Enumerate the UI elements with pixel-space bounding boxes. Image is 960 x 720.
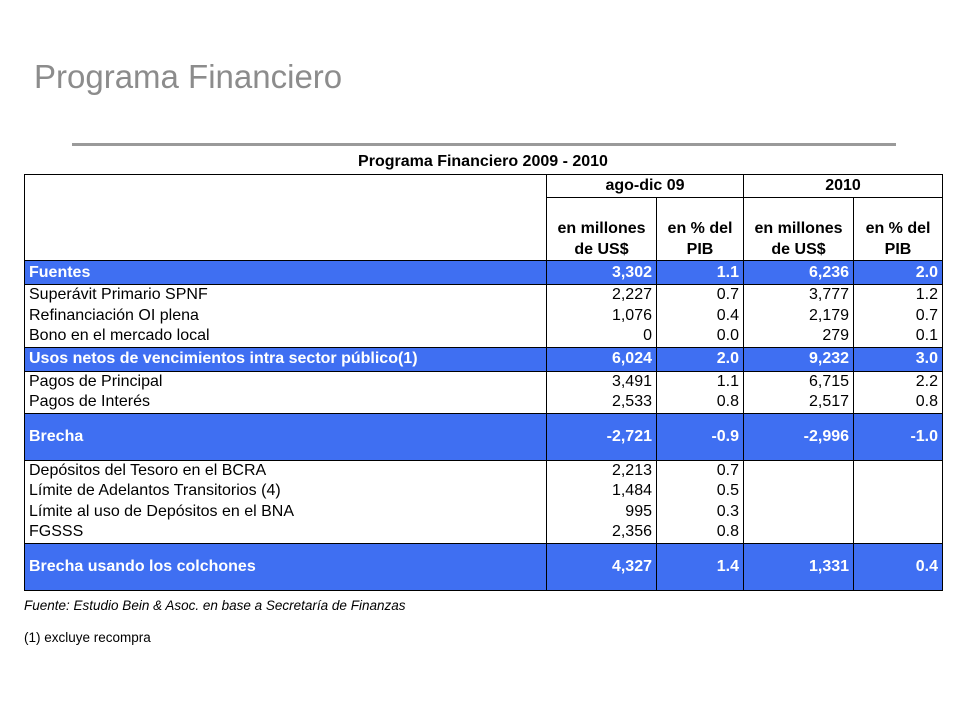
cell-value: 0.7	[655, 284, 745, 306]
cell-value: 6,236	[743, 260, 855, 285]
row-label: Superávit Primario SPNF	[24, 284, 547, 306]
cell-value: 0.3	[655, 501, 745, 522]
table-row: Límite de Adelantos Transitorios (4) 1,4…	[24, 481, 944, 502]
cell-value: 0.7	[655, 460, 745, 481]
cell-value: 2,356	[546, 522, 657, 543]
cell-value: 0.8	[655, 522, 745, 543]
row-label: Pagos de Principal	[24, 371, 547, 392]
row-label: Refinanciación OI plena	[24, 305, 547, 326]
cell-value: 2,227	[546, 284, 657, 306]
cell-value: 0.1	[853, 326, 944, 347]
financial-program-table: ago-dic 09 2010 en millones de US$ en % d…	[24, 174, 944, 591]
cell-value: -1.0	[853, 412, 944, 461]
slide-title: Programa Financiero	[34, 58, 343, 95]
cell-value: 2.0	[853, 260, 944, 285]
cell-value: 1,076	[546, 305, 657, 326]
table-row: Refinanciación OI plena 1,076 0.4 2,179 …	[24, 305, 944, 326]
row-label: Fuentes	[24, 260, 547, 285]
cell-value: 1,484	[546, 481, 657, 502]
cell-value: 2.0	[655, 346, 745, 372]
row-label: Pagos de Interés	[24, 392, 547, 413]
cell-value: 2.2	[853, 371, 944, 392]
table-title: Programa Financiero 2009 - 2010	[358, 153, 608, 170]
section-row-fuentes: Fuentes 3,302 1.1 6,236 2.0	[24, 260, 944, 285]
cell-value: 0	[546, 326, 657, 347]
row-label: Bono en el mercado local	[24, 326, 547, 347]
cell-value: 1.2	[853, 284, 944, 306]
cell-value: -0.9	[655, 412, 745, 461]
cell-value: 2,533	[546, 392, 657, 413]
table-row: Pagos de Interés 2,533 0.8 2,517 0.8	[24, 392, 944, 413]
unit-header-row: en millones de US$ en % del PIB en millone…	[24, 197, 944, 261]
unit-header: en % del PIB	[853, 197, 944, 261]
header-blank	[24, 197, 547, 261]
cell-value	[853, 501, 944, 522]
row-label: FGSSS	[24, 522, 547, 543]
table-row: Límite al uso de Depósitos en el BNA 995…	[24, 501, 944, 522]
cell-value: 0.7	[853, 305, 944, 326]
cell-value: 2,213	[546, 460, 657, 481]
cell-value: 6,715	[743, 371, 855, 392]
source-note: Fuente: Estudio Bein & Asoc. en base a S…	[24, 598, 406, 613]
cell-value: 9,232	[743, 346, 855, 372]
cell-value: -2,721	[546, 412, 657, 461]
cell-value: 3.0	[853, 346, 944, 372]
unit-header: en millones de US$	[743, 197, 855, 261]
cell-value: 0.8	[853, 392, 944, 413]
cell-value	[743, 522, 855, 543]
cell-value	[853, 460, 944, 481]
table-row: Bono en el mercado local 0 0.0 279 0.1	[24, 326, 944, 347]
unit-header: en % del PIB	[655, 197, 745, 261]
row-label: Límite de Adelantos Transitorios (4)	[24, 481, 547, 502]
period-header-1: ago-dic 09	[545, 174, 745, 198]
row-label: Usos netos de vencimientos intra sector …	[24, 346, 547, 372]
cell-value: 1.4	[655, 542, 745, 591]
cell-value: 4,327	[546, 542, 657, 591]
cell-value: 995	[546, 501, 657, 522]
cell-value: 279	[743, 326, 855, 347]
row-label: Brecha	[24, 412, 547, 461]
section-row-brecha-colchones: Brecha usando los colchones 4,327 1.4 1,…	[24, 542, 944, 591]
cell-value: 0.5	[655, 481, 745, 502]
row-label: Límite al uso de Depósitos en el BNA	[24, 501, 547, 522]
table-row: Superávit Primario SPNF 2,227 0.7 3,777 …	[24, 284, 944, 306]
cell-value: 1.1	[655, 260, 745, 285]
cell-value	[853, 522, 944, 543]
cell-value: 3,491	[546, 371, 657, 392]
cell-value: 0.0	[655, 326, 745, 347]
cell-value: 0.4	[853, 542, 944, 591]
row-label: Depósitos del Tesoro en el BCRA	[24, 460, 547, 481]
cell-value: 1,331	[743, 542, 855, 591]
cell-value	[743, 481, 855, 502]
cell-value: 2,517	[743, 392, 855, 413]
table-row: Depósitos del Tesoro en el BCRA 2,213 0.…	[24, 460, 944, 481]
cell-value: 0.8	[655, 392, 745, 413]
table-row: FGSSS 2,356 0.8	[24, 522, 944, 543]
cell-value: -2,996	[743, 412, 855, 461]
footnote: (1) excluye recompra	[24, 630, 151, 645]
cell-value: 0.4	[655, 305, 745, 326]
cell-value: 3,777	[743, 284, 855, 306]
period-header-2: 2010	[743, 174, 944, 198]
cell-value: 1.1	[655, 371, 745, 392]
section-row-brecha: Brecha -2,721 -0.9 -2,996 -1.0	[24, 412, 944, 461]
title-divider	[72, 143, 896, 146]
cell-value: 3,302	[546, 260, 657, 285]
table-row: Pagos de Principal 3,491 1.1 6,715 2.2	[24, 371, 944, 392]
row-label: Brecha usando los colchones	[24, 542, 547, 591]
cell-value: 6,024	[546, 346, 657, 372]
section-row-usos: Usos netos de vencimientos intra sector …	[24, 346, 944, 372]
unit-header: en millones de US$	[546, 197, 657, 261]
cell-value: 2,179	[743, 305, 855, 326]
cell-value	[743, 501, 855, 522]
period-header-row: ago-dic 09 2010	[24, 174, 944, 198]
header-blank	[24, 174, 547, 198]
cell-value	[853, 481, 944, 502]
cell-value	[743, 460, 855, 481]
